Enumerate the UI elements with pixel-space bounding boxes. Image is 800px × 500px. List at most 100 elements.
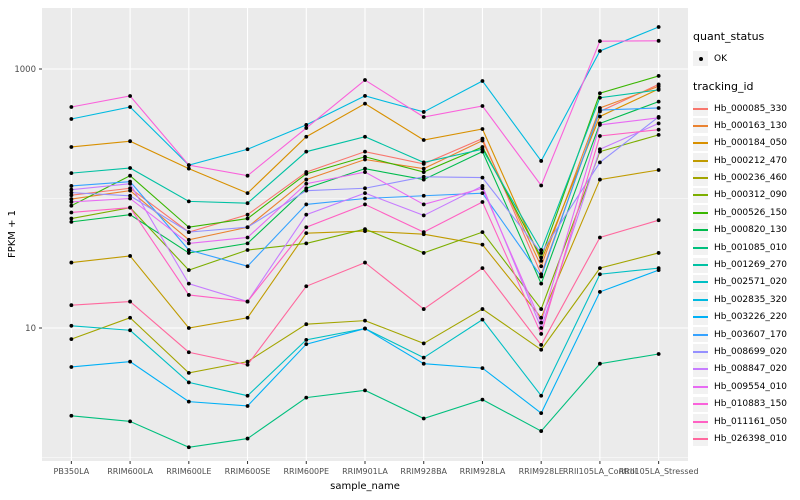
data-point[interactable] [539, 281, 544, 286]
data-point[interactable] [245, 362, 250, 367]
data-point[interactable] [128, 181, 132, 186]
data-point[interactable] [69, 200, 74, 204]
data-point[interactable] [539, 248, 544, 252]
data-point[interactable] [539, 264, 544, 269]
data-point[interactable] [656, 251, 661, 255]
data-point[interactable] [128, 419, 132, 424]
data-point[interactable] [128, 139, 132, 144]
data-point[interactable] [128, 173, 132, 178]
data-point[interactable] [304, 342, 309, 347]
data-point[interactable] [363, 388, 367, 393]
data-point[interactable] [304, 188, 309, 193]
data-point[interactable] [656, 25, 661, 29]
legend-item-Hb_000184_050[interactable]: Hb_000184_050 [693, 135, 799, 152]
data-point[interactable] [480, 230, 485, 235]
legend-item-Hb_010883_150[interactable]: Hb_010883_150 [693, 396, 799, 413]
data-point[interactable] [598, 108, 602, 112]
data-point[interactable] [539, 183, 544, 188]
data-point[interactable] [186, 237, 191, 242]
data-point[interactable] [363, 154, 367, 159]
data-point[interactable] [598, 39, 602, 44]
data-point[interactable] [186, 281, 191, 286]
legend-item-Hb_009554_010[interactable]: Hb_009554_010 [693, 378, 799, 395]
data-point[interactable] [598, 266, 602, 271]
data-point[interactable] [598, 272, 602, 277]
data-point[interactable] [480, 191, 485, 196]
data-point[interactable] [363, 191, 367, 196]
data-point[interactable] [656, 132, 661, 137]
data-point[interactable] [128, 315, 132, 320]
legend-item-Hb_008847_020[interactable]: Hb_008847_020 [693, 361, 799, 378]
data-point[interactable] [186, 380, 191, 385]
data-point[interactable] [363, 202, 367, 207]
data-point[interactable] [69, 184, 74, 188]
data-point[interactable] [128, 328, 132, 333]
legend-item-Hb_003607_170[interactable]: Hb_003607_170 [693, 326, 799, 343]
data-point[interactable] [598, 49, 602, 53]
data-point[interactable] [69, 210, 74, 215]
data-point[interactable] [128, 205, 132, 210]
data-point[interactable] [421, 355, 426, 360]
data-point[interactable] [128, 212, 132, 217]
data-point[interactable] [69, 219, 74, 224]
data-point[interactable] [69, 117, 74, 121]
data-point[interactable] [363, 166, 367, 171]
data-point[interactable] [304, 149, 309, 154]
data-point[interactable] [480, 79, 485, 83]
data-point[interactable] [421, 307, 426, 311]
data-point[interactable] [598, 361, 602, 366]
legend-item-Hb_000236_460[interactable]: Hb_000236_460 [693, 170, 799, 187]
data-point[interactable] [304, 241, 309, 246]
data-point[interactable] [245, 299, 250, 304]
data-point[interactable] [245, 248, 250, 252]
data-point[interactable] [656, 121, 661, 126]
data-point[interactable] [656, 127, 661, 132]
legend-item-Hb_001085_010[interactable]: Hb_001085_010 [693, 239, 799, 256]
data-point[interactable] [304, 181, 309, 186]
data-point[interactable] [128, 359, 132, 364]
data-point[interactable] [69, 337, 74, 342]
data-point[interactable] [304, 171, 309, 176]
data-point[interactable] [539, 251, 544, 255]
data-point[interactable] [656, 87, 661, 92]
data-point[interactable] [480, 175, 485, 180]
data-point[interactable] [363, 318, 367, 323]
data-point[interactable] [480, 104, 485, 108]
legend-item-Hb_000820_130[interactable]: Hb_000820_130 [693, 222, 799, 239]
data-point[interactable] [69, 171, 74, 176]
data-point[interactable] [421, 160, 426, 165]
data-point[interactable] [186, 293, 191, 297]
data-point[interactable] [69, 145, 74, 149]
data-point[interactable] [539, 274, 544, 279]
data-point[interactable] [186, 199, 191, 204]
data-point[interactable] [363, 260, 367, 265]
data-point[interactable] [304, 337, 309, 342]
data-point[interactable] [656, 352, 661, 356]
data-point[interactable] [186, 166, 191, 171]
data-point[interactable] [539, 411, 544, 416]
data-point[interactable] [186, 399, 191, 404]
data-point[interactable] [598, 177, 602, 182]
legend-item-Hb_008699_020[interactable]: Hb_008699_020 [693, 343, 799, 360]
data-point[interactable] [69, 365, 74, 369]
data-point[interactable] [186, 350, 191, 355]
data-point[interactable] [480, 242, 485, 247]
data-point[interactable] [245, 359, 250, 364]
data-point[interactable] [304, 395, 309, 400]
data-point[interactable] [480, 138, 485, 143]
data-point[interactable] [598, 160, 602, 165]
data-point[interactable] [128, 196, 132, 201]
data-point[interactable] [245, 235, 250, 240]
data-point[interactable] [245, 264, 250, 269]
data-point[interactable] [304, 225, 309, 230]
data-point[interactable] [363, 78, 367, 82]
data-point[interactable] [69, 216, 74, 221]
data-point[interactable] [128, 105, 132, 109]
data-point[interactable] [245, 201, 250, 206]
data-point[interactable] [421, 230, 426, 235]
data-point[interactable] [421, 416, 426, 421]
data-point[interactable] [539, 320, 544, 325]
data-point[interactable] [304, 126, 309, 130]
data-point[interactable] [69, 203, 74, 208]
data-point[interactable] [128, 254, 132, 258]
